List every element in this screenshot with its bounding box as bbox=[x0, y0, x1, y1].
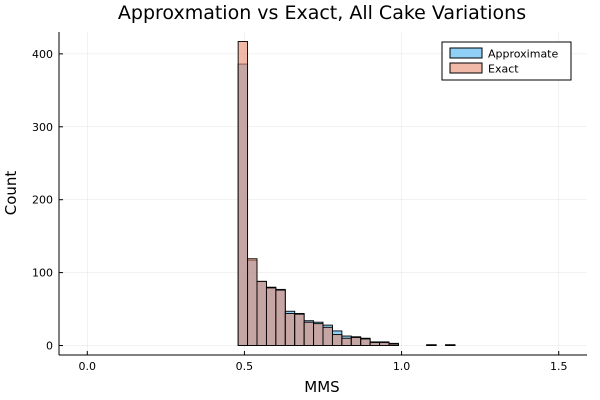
bars bbox=[237, 41, 456, 346]
x-ticks: 0.0 0.5 1.0 1.5 bbox=[79, 351, 568, 373]
y-ticks: 0 100 200 300 400 bbox=[32, 48, 63, 353]
bar-exact bbox=[275, 289, 286, 346]
x-tick-label: 1.5 bbox=[550, 360, 568, 373]
y-tick-label: 100 bbox=[32, 267, 53, 280]
bar-exact bbox=[247, 258, 258, 346]
bar-exact bbox=[426, 344, 437, 346]
legend: Approximate Exact bbox=[441, 41, 572, 81]
legend-swatch-approximate bbox=[449, 47, 483, 59]
bar-exact bbox=[284, 312, 296, 346]
bar-exact bbox=[322, 326, 333, 346]
legend-swatch-exact bbox=[449, 62, 483, 74]
bar-exact bbox=[303, 321, 315, 346]
y-tick-label: 400 bbox=[32, 48, 53, 61]
y-tick-label: 0 bbox=[46, 340, 53, 353]
x-axis-label: MMS bbox=[304, 378, 339, 396]
x-tick-label: 1.0 bbox=[393, 360, 411, 373]
bar-exact bbox=[379, 342, 390, 346]
bar-exact bbox=[341, 337, 352, 346]
bar-exact bbox=[237, 41, 249, 346]
chart-title: Approxmation vs Exact, All Cake Variatio… bbox=[118, 2, 526, 24]
bar-exact bbox=[313, 323, 324, 346]
y-tick-label: 200 bbox=[32, 194, 53, 207]
bar-exact bbox=[369, 342, 381, 346]
y-tick-label: 300 bbox=[32, 121, 53, 134]
x-tick-label: 0.5 bbox=[236, 360, 254, 373]
bar-exact bbox=[445, 344, 456, 346]
bar-exact bbox=[388, 343, 399, 346]
bar-exact bbox=[256, 280, 267, 346]
axes bbox=[58, 32, 587, 356]
bar-exact bbox=[350, 337, 362, 346]
legend-label-exact: Exact bbox=[488, 63, 519, 76]
bar-exact bbox=[360, 338, 371, 346]
y-axis-label: Count bbox=[2, 171, 20, 216]
legend-label-approximate: Approximate bbox=[488, 48, 558, 61]
bar-exact bbox=[331, 334, 343, 346]
x-tick-label: 0.0 bbox=[79, 360, 97, 373]
bar-exact bbox=[294, 313, 305, 346]
bar-exact bbox=[265, 287, 277, 346]
